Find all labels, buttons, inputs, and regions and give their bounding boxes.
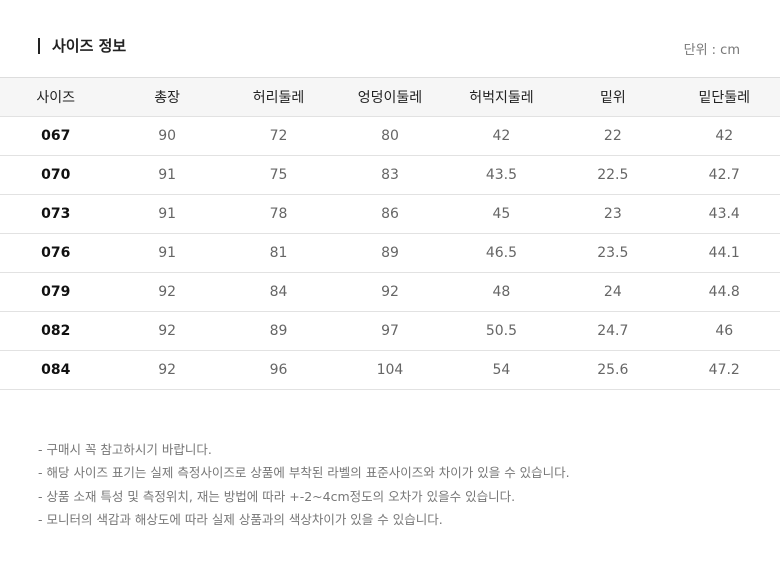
measurement: 42.7 — [668, 155, 780, 195]
measurement: 72 — [222, 116, 335, 156]
note-line: - 모니터의 색감과 해상도에 따라 실제 상품과의 색상차이가 있을 수 있습… — [38, 511, 443, 527]
measurement: 90 — [111, 116, 223, 156]
measurement: 97 — [334, 311, 446, 351]
size-code: 079 — [0, 272, 112, 312]
size-code: 084 — [0, 350, 112, 390]
measurement: 46 — [668, 311, 780, 351]
table-row: 067 90 72 80 42 22 42 — [0, 116, 780, 156]
measurement: 91 — [111, 155, 223, 195]
measurement: 92 — [111, 272, 223, 312]
table-row: 082 92 89 97 50.5 24.7 46 — [0, 311, 780, 351]
measurement: 24 — [557, 272, 669, 312]
note-line: - 상품 소재 특성 및 측정위치, 재는 방법에 따라 +-2~4cm정도의 … — [38, 488, 516, 504]
measurement: 81 — [222, 233, 335, 273]
table-body: 067 90 72 80 42 22 42 070 91 75 83 43.5 22.5 42.7 073 9… — [0, 116, 780, 390]
table-row: 076 91 81 89 46.5 23.5 44.1 — [0, 233, 780, 273]
measurement: 43.5 — [445, 155, 558, 195]
measurement: 50.5 — [445, 311, 558, 351]
size-code: 073 — [0, 194, 112, 234]
note-line: - 구매시 꼭 참고하시기 바랍니다. — [38, 442, 212, 457]
column-header: 사이즈 — [0, 77, 112, 117]
measurement: 86 — [334, 194, 446, 234]
measurement: 75 — [222, 155, 335, 195]
column-header: 허리둘레 — [222, 77, 335, 117]
measurement: 91 — [111, 233, 223, 273]
measurement: 92 — [111, 350, 223, 390]
measurement: 84 — [222, 272, 335, 312]
table-row: 070 91 75 83 43.5 22.5 42.7 — [0, 155, 780, 195]
measurement: 48 — [445, 272, 558, 312]
table-row: 084 92 96 104 54 25.6 47.2 — [0, 350, 780, 390]
header-row: 사이즈 총장 허리둘레 엉덩이둘레 허벅지둘레 밑위 밑단둘레 — [0, 77, 780, 117]
measurement: 104 — [334, 350, 446, 390]
measurement: 22 — [557, 116, 669, 156]
size-code: 067 — [0, 116, 112, 156]
note-line: - 해당 사이즈 표기는 실제 측정사이즈로 상품에 부착된 라벨의 표준사이즈… — [38, 465, 570, 481]
measurement: 44.8 — [668, 272, 780, 312]
size-code: 082 — [0, 311, 112, 351]
measurement: 92 — [111, 311, 223, 351]
measurement: 42 — [668, 116, 780, 156]
column-header: 밑단둘레 — [668, 77, 780, 117]
measurement: 42 — [445, 116, 558, 156]
measurement: 25.6 — [557, 350, 669, 390]
measurement: 89 — [334, 233, 446, 273]
size-table: 사이즈 총장 허리둘레 엉덩이둘레 허벅지둘레 밑위 밑단둘레 067 90 72 80 42 22 4… — [0, 77, 780, 390]
measurement: 24.7 — [557, 311, 669, 351]
measurement: 78 — [222, 194, 335, 234]
measurement: 46.5 — [445, 233, 558, 273]
measurement: 91 — [111, 194, 223, 234]
measurement: 54 — [445, 350, 558, 390]
measurement: 45 — [445, 194, 558, 234]
measurement: 23 — [557, 194, 669, 234]
measurement: 80 — [334, 116, 446, 156]
measurement: 43.4 — [668, 194, 780, 234]
column-header: 허벅지둘레 — [445, 77, 558, 117]
measurement: 96 — [222, 350, 335, 390]
column-header: 엉덩이둘레 — [334, 77, 446, 117]
size-code: 076 — [0, 233, 112, 273]
size-code: 070 — [0, 155, 112, 195]
measurement: 83 — [334, 155, 446, 195]
measurement: 44.1 — [668, 233, 780, 273]
measurement: 22.5 — [557, 155, 669, 195]
measurement: 92 — [334, 272, 446, 312]
column-header: 밑위 — [557, 77, 669, 117]
column-header: 총장 — [111, 77, 223, 117]
section-title: 사이즈 정보 — [38, 38, 126, 54]
measurement: 47.2 — [668, 350, 780, 390]
measurement: 23.5 — [557, 233, 669, 273]
notes: - 구매시 꼭 참고하시기 바랍니다. - 해당 사이즈 표기는 실제 측정사이즈… — [38, 438, 570, 531]
table-row: 073 91 78 86 45 23 43.4 — [0, 194, 780, 234]
measurement: 89 — [222, 311, 335, 351]
unit-label: 단위 : cm — [683, 43, 740, 58]
table-row: 079 92 84 92 48 24 44.8 — [0, 272, 780, 312]
table-head: 사이즈 총장 허리둘레 엉덩이둘레 허벅지둘레 밑위 밑단둘레 — [0, 77, 780, 117]
